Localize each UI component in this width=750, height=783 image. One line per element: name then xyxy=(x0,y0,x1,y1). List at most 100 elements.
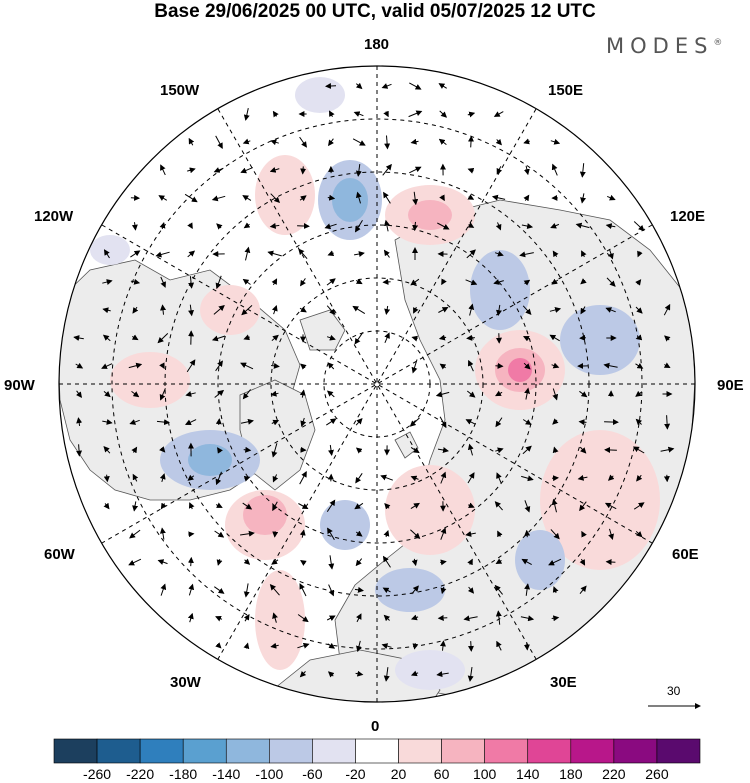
anomaly-low-mediterranean xyxy=(375,568,445,612)
colorbar-swatch xyxy=(441,738,485,764)
wind-vector xyxy=(76,444,83,457)
wind-vector xyxy=(496,640,502,651)
wind-vector xyxy=(187,612,194,623)
wind-vector xyxy=(354,251,365,257)
wind-vector xyxy=(494,250,504,257)
wind-vector xyxy=(355,447,363,454)
wind-vector xyxy=(214,530,225,538)
colorbar-tick-label: -260 xyxy=(83,766,112,782)
wind-vector xyxy=(521,558,532,566)
wind-vector xyxy=(299,670,307,678)
wind-vector xyxy=(128,362,143,369)
wind-vector xyxy=(103,502,110,510)
lon-label-30e: 30E xyxy=(550,674,577,691)
colorbar-swatch xyxy=(96,738,141,764)
wind-vector xyxy=(75,362,84,369)
wind-vector xyxy=(130,278,141,285)
wind-vector xyxy=(271,443,278,458)
wind-vector xyxy=(355,278,363,285)
wind-vector xyxy=(467,586,475,594)
wind-vector xyxy=(103,249,110,259)
wind-vector xyxy=(187,222,193,230)
wind-vector xyxy=(550,138,561,145)
wind-vector xyxy=(159,473,166,483)
wind-vector xyxy=(636,474,643,482)
wind-vector xyxy=(635,306,643,314)
wind-vector xyxy=(523,642,530,651)
wind-vector xyxy=(552,446,559,454)
wind-vector xyxy=(271,278,278,286)
anomaly-low-north-atlantic xyxy=(320,500,370,550)
wind-vector xyxy=(187,167,196,174)
wind-vector xyxy=(496,472,502,483)
wind-vector xyxy=(495,417,503,428)
wind-vector xyxy=(549,307,562,313)
wind-vector xyxy=(187,474,195,481)
wind-vector xyxy=(271,334,279,341)
graticule xyxy=(59,66,695,702)
wind-vector xyxy=(73,335,84,341)
wind-vector xyxy=(327,642,336,649)
wind-vector xyxy=(522,335,531,342)
wind-vector xyxy=(157,333,169,344)
wind-vector xyxy=(550,529,560,540)
wind-vector xyxy=(467,472,475,484)
wind-vector xyxy=(102,307,111,314)
wind-vector xyxy=(327,362,335,370)
wind-vector xyxy=(382,163,392,176)
wind-vector xyxy=(440,527,447,540)
wind-vector xyxy=(439,194,445,202)
wind-vector xyxy=(242,278,251,285)
wind-vector xyxy=(551,278,559,285)
wind-vector xyxy=(521,223,534,229)
wind-vector xyxy=(465,419,476,425)
wind-vector xyxy=(495,447,504,454)
wind-vector xyxy=(524,583,531,596)
wind-vector xyxy=(355,82,363,90)
wind-vector xyxy=(328,444,334,456)
wind-vector xyxy=(240,530,255,537)
wind-vector xyxy=(579,501,587,512)
wind-vector xyxy=(326,278,336,286)
wind-vector xyxy=(214,586,225,594)
wind-vector xyxy=(159,388,166,401)
wind-vector xyxy=(354,332,364,345)
wind-vector xyxy=(272,612,278,623)
wind-vector xyxy=(467,359,474,372)
wind-vector xyxy=(159,527,166,540)
wind-vector xyxy=(608,249,614,260)
wind-vector xyxy=(520,615,535,622)
wind-vector xyxy=(410,446,420,454)
wind-vector xyxy=(242,138,251,145)
lon-label-120w: 120W xyxy=(34,208,74,225)
wind-vector xyxy=(299,195,307,202)
wind-vector xyxy=(437,447,449,453)
wind-vector xyxy=(467,222,475,228)
wind-vector xyxy=(548,558,562,566)
wind-vector xyxy=(468,502,475,508)
wind-vector xyxy=(213,167,224,173)
wind-vector xyxy=(633,502,645,510)
wind-vector xyxy=(579,558,586,566)
wind-vector xyxy=(243,107,250,121)
wind-vector xyxy=(270,193,281,204)
wind-vector xyxy=(523,165,530,176)
wind-vector xyxy=(497,530,503,538)
lon-label-180: 180 xyxy=(364,36,390,53)
wind-vector xyxy=(354,220,363,233)
wind-vector xyxy=(159,362,165,370)
wind-vector xyxy=(128,558,142,566)
wind-vector xyxy=(244,246,251,261)
wind-vector xyxy=(467,667,474,682)
wind-vector xyxy=(383,249,390,258)
wind-vector xyxy=(522,305,532,315)
wind-vector xyxy=(300,278,306,287)
lon-label-120e: 120E xyxy=(670,208,706,225)
wind-vector xyxy=(270,390,279,397)
colorbar-swatch xyxy=(656,738,701,764)
wind-vector xyxy=(495,390,503,397)
wind-vector xyxy=(495,610,502,625)
wind-vector xyxy=(271,304,278,315)
colorbar-tick-label: 20 xyxy=(390,766,407,782)
lon-label-150e: 150E xyxy=(548,82,584,99)
